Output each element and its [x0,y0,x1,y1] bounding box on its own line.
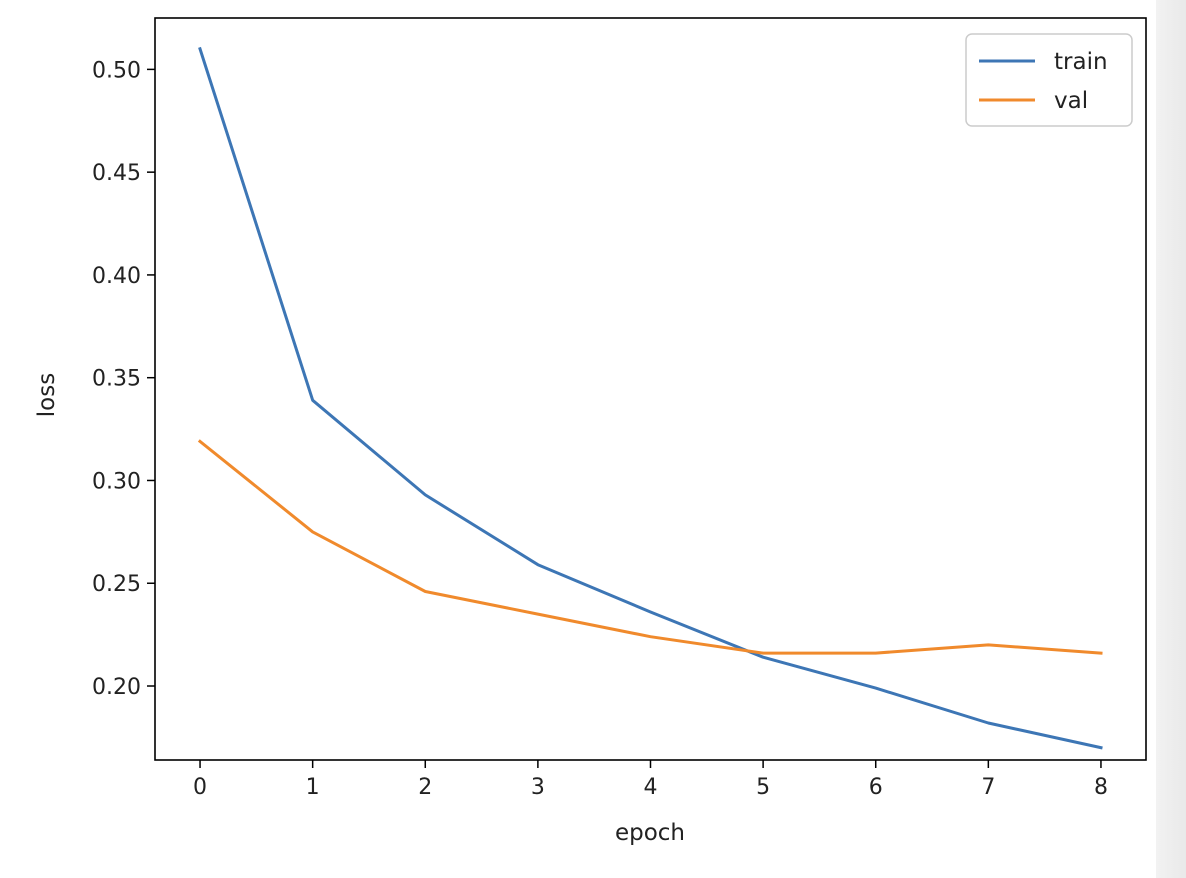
x-tick-label: 4 [644,775,658,800]
series-line-val [197,439,1103,655]
y-tick-label: 0.35 [92,367,141,392]
x-tick-label: 7 [981,775,995,800]
scrollbar-track[interactable] [1156,0,1186,878]
x-tick-label: 5 [756,775,770,800]
y-tick-label: 0.50 [92,58,141,83]
x-tick-label: 6 [869,775,883,800]
legend-box [965,33,1133,127]
y-axis: 0.20 0.25 0.30 0.35 0.40 0.45 0.50 [92,58,155,700]
y-tick-label: 0.45 [92,161,141,186]
series-line-train [198,46,1103,750]
series-layer [197,46,1103,750]
legend: train val [965,33,1133,127]
legend-label-train: train [1054,49,1108,75]
y-tick-label: 0.20 [92,675,141,700]
x-tick-label: 1 [306,775,320,800]
legend-label-val: val [1054,88,1088,114]
x-tick-label: 3 [531,775,545,800]
legend-entries: train val [979,49,1108,114]
y-tick-label: 0.25 [92,572,141,597]
plot-frame [154,17,1147,761]
y-axis-label: loss [34,373,60,417]
x-tick-label: 0 [193,775,207,800]
y-tick-label: 0.30 [92,469,141,494]
x-tick-label: 8 [1094,775,1108,800]
y-tick-label: 0.40 [92,264,141,289]
x-axis: 0 1 2 3 4 5 6 7 8 [193,760,1108,800]
x-axis-label: epoch [615,820,685,846]
x-tick-label: 2 [418,775,432,800]
